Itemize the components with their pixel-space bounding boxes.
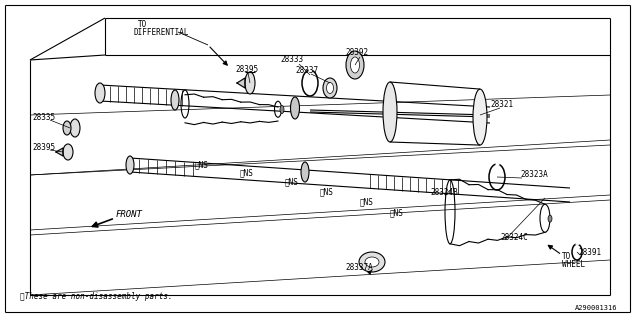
Ellipse shape xyxy=(63,121,71,135)
Ellipse shape xyxy=(280,106,284,114)
Ellipse shape xyxy=(473,89,487,145)
Polygon shape xyxy=(56,148,63,156)
Ellipse shape xyxy=(359,252,385,272)
Text: TO: TO xyxy=(138,20,147,29)
Ellipse shape xyxy=(383,82,397,142)
Text: 28324C: 28324C xyxy=(500,233,528,242)
Ellipse shape xyxy=(365,257,379,267)
Text: A290001316: A290001316 xyxy=(575,305,618,311)
Ellipse shape xyxy=(126,156,134,174)
Ellipse shape xyxy=(70,119,80,137)
Ellipse shape xyxy=(171,90,179,110)
Text: 28321: 28321 xyxy=(490,100,513,109)
Text: 28324B: 28324B xyxy=(430,188,458,197)
Text: WHEEL: WHEEL xyxy=(562,260,585,269)
Text: 28391: 28391 xyxy=(578,248,601,257)
Ellipse shape xyxy=(326,83,333,93)
Text: 28337: 28337 xyxy=(295,66,318,75)
Text: 28337A: 28337A xyxy=(345,263,372,272)
Text: 28335: 28335 xyxy=(32,113,55,122)
Text: ※NS: ※NS xyxy=(360,197,374,206)
Text: ※NS: ※NS xyxy=(390,208,404,217)
Text: DIFFERENTIAL: DIFFERENTIAL xyxy=(133,28,189,37)
Text: ※These are non-disassembly parts.: ※These are non-disassembly parts. xyxy=(20,292,173,301)
Ellipse shape xyxy=(63,144,73,160)
Text: ※NS: ※NS xyxy=(240,168,254,177)
Ellipse shape xyxy=(301,162,309,182)
Ellipse shape xyxy=(291,97,300,119)
Text: ※NS: ※NS xyxy=(320,187,334,196)
Text: 28395: 28395 xyxy=(235,65,258,74)
Text: 28395: 28395 xyxy=(32,143,55,152)
Ellipse shape xyxy=(351,57,360,73)
Text: 28333: 28333 xyxy=(280,55,303,64)
Text: FRONT: FRONT xyxy=(116,210,143,219)
Ellipse shape xyxy=(346,51,364,79)
Text: 28392: 28392 xyxy=(345,48,368,57)
Ellipse shape xyxy=(323,78,337,98)
Ellipse shape xyxy=(95,83,105,103)
Text: ※NS: ※NS xyxy=(195,160,209,169)
Polygon shape xyxy=(237,78,245,88)
Text: TO: TO xyxy=(562,252,572,261)
Text: ※NS: ※NS xyxy=(285,177,299,186)
Ellipse shape xyxy=(548,215,552,222)
Ellipse shape xyxy=(245,72,255,94)
Text: 28323A: 28323A xyxy=(520,170,548,179)
